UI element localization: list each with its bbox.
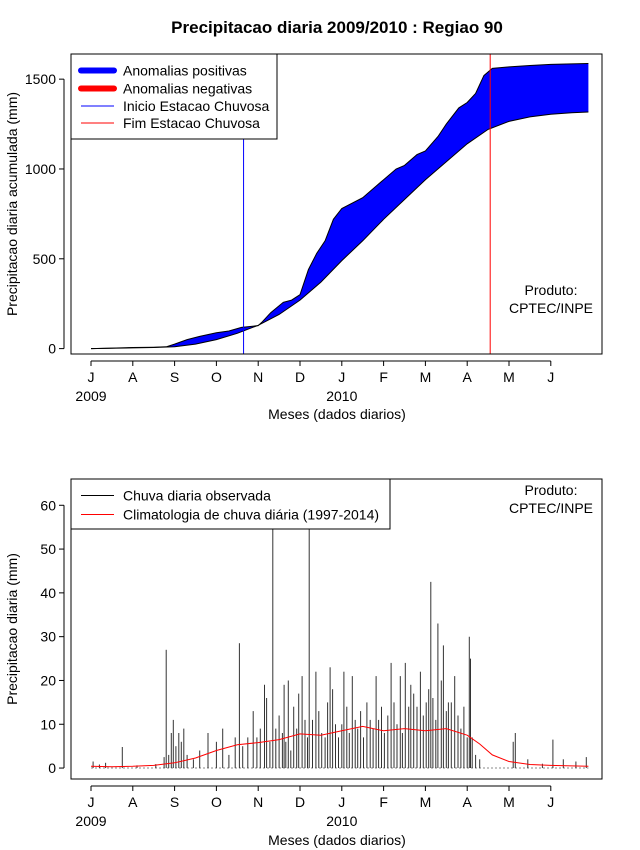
y-tick-label: 40 [40, 585, 56, 601]
y-tick-label: 0 [48, 760, 56, 776]
legend-label-anomalias-positivas: Anomalias positivas [123, 63, 247, 79]
legend-label-fim-estacao: Fim Estacao Chuvosa [123, 115, 260, 131]
accumulated-axes: 0 500 1000 1500 J A S O N D J F M A M J 2009 2010 [25, 71, 554, 404]
y-tick-label: 60 [40, 497, 56, 513]
y-tick-label: 1500 [25, 71, 56, 87]
x-tick-label: J [547, 369, 554, 385]
daily-credit-line-1: Produto: [525, 482, 578, 498]
x-tick-label: S [170, 369, 179, 385]
climatology-accumulated-line [90, 111, 589, 350]
x-tick-label: A [463, 369, 473, 385]
y-tick-label: 0 [48, 341, 56, 357]
y-tick-label: 30 [40, 629, 56, 645]
x-tick-label: A [463, 794, 473, 810]
observed-accumulated-line [90, 63, 589, 350]
legend-label-climatologia: Climatologia de chuva diária (1997-2014) [123, 507, 379, 523]
y-tick-label: 10 [40, 716, 56, 732]
x-tick-label: S [170, 794, 179, 810]
x-tick-label: M [420, 794, 432, 810]
daily-legend-box [70, 478, 391, 530]
x-tick-label: J [547, 794, 554, 810]
chart-title: Precipitacao diaria 2009/2010 : Regiao 9… [171, 18, 503, 37]
daily-bars [92, 496, 587, 769]
year-label: 2010 [326, 813, 357, 829]
legend-label-inicio-estacao: Inicio Estacao Chuvosa [123, 98, 270, 114]
panel-daily: 0 10 20 30 40 50 60 J A S O N D J F M A M J 2009 2010 Meses … [4, 478, 603, 848]
accumulated-credit-line-2: CPTEC/INPE [509, 300, 593, 316]
x-tick-label: M [503, 794, 515, 810]
year-label: 2010 [326, 388, 357, 404]
x-tick-label: F [379, 794, 388, 810]
y-tick-label: 20 [40, 672, 56, 688]
accumulated-credit-line-1: Produto: [525, 282, 578, 298]
daily-legend: Chuva diaria observada Climatologia de c… [70, 478, 391, 530]
x-tick-label: D [295, 369, 305, 385]
accumulated-y-axis-title: Precipitacao diaria acumulada (mm) [4, 92, 20, 316]
x-tick-label: J [88, 794, 95, 810]
accumulated-plot-frame [70, 53, 603, 355]
daily-credit-line-2: CPTEC/INPE [509, 500, 593, 516]
x-tick-label: A [128, 794, 138, 810]
daily-plot-area [90, 496, 589, 769]
x-tick-label: N [253, 369, 263, 385]
x-tick-label: M [420, 369, 432, 385]
climatology-daily-line [90, 725, 589, 768]
y-tick-label: 1000 [25, 161, 56, 177]
x-tick-label: A [128, 369, 138, 385]
x-tick-label: M [503, 369, 515, 385]
x-tick-label: O [211, 369, 222, 385]
accumulated-x-axis-title: Meses (dados diarios) [268, 406, 406, 422]
y-tick-label: 50 [40, 541, 56, 557]
x-tick-label: F [379, 369, 388, 385]
x-tick-label: J [88, 369, 95, 385]
x-tick-label: D [295, 794, 305, 810]
year-label: 2009 [75, 388, 106, 404]
x-tick-label: J [338, 794, 345, 810]
legend-label-chuva-observada: Chuva diaria observada [123, 488, 271, 504]
positive-anomaly-band [91, 63, 589, 349]
x-tick-label: O [211, 794, 222, 810]
daily-y-axis-title: Precipitacao diaria (mm) [4, 553, 20, 705]
legend-label-anomalias-negativas: Anomalias negativas [123, 81, 252, 97]
x-tick-label: N [253, 794, 263, 810]
x-tick-label: J [338, 369, 345, 385]
daily-x-axis-title: Meses (dados diarios) [268, 832, 406, 848]
accumulated-legend: Anomalias positivas Anomalias negativas … [70, 53, 278, 140]
daily-axes: 0 10 20 30 40 50 60 J A S O N D J F M A M J 2009 2010 [40, 497, 554, 829]
panel-accumulated: Precipitacao diaria 2009/2010 : Regiao 9… [4, 18, 603, 422]
year-label: 2009 [75, 813, 106, 829]
y-tick-label: 500 [33, 251, 57, 267]
